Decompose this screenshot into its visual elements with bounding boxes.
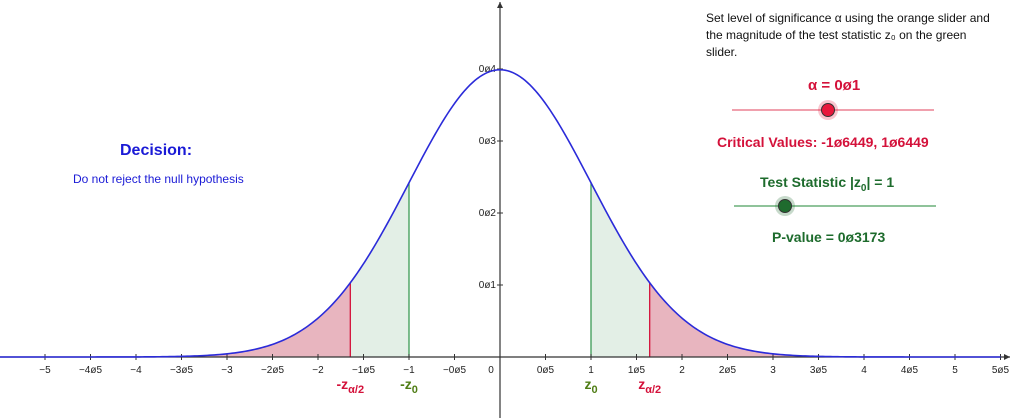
x-tick-label: −1	[403, 365, 415, 376]
x-tick-label: −3ø5	[170, 365, 194, 376]
x-tick-label: 3	[770, 365, 776, 376]
decision-title: Decision:	[120, 142, 193, 159]
x-tick-label: −3	[221, 365, 233, 376]
test-statistic-label-post: | = 1	[866, 174, 895, 190]
x-tick-label: 4ø5	[901, 365, 919, 376]
p-value-region-right	[591, 182, 1001, 357]
x-tick-label: −2	[312, 365, 324, 376]
x-tick-label: 0ø5	[537, 365, 555, 376]
y-tick-label: 0ø4	[479, 64, 497, 75]
x-tick-label: 5ø5	[992, 365, 1010, 376]
x-axis-arrow	[1004, 354, 1010, 360]
x-tick-label: 1ø5	[628, 365, 646, 376]
y-tick-label: 0ø1	[479, 280, 497, 291]
rejection-region-left	[0, 282, 351, 357]
p-value-region-left	[0, 182, 409, 357]
y-tick-label: 0ø2	[479, 208, 497, 219]
y-tick-label: 0ø3	[479, 136, 497, 147]
x-tick-label: −5	[39, 365, 51, 376]
x-tick-label: −0ø5	[443, 365, 467, 376]
x-tick-label: −1ø5	[352, 365, 376, 376]
x-tick-label: 0	[488, 365, 494, 376]
p-value-label: P-value = 0ø3173	[772, 229, 886, 245]
test-statistic-label-sub: 0	[860, 182, 867, 194]
z-alpha-2-label: zα/2	[638, 376, 661, 396]
test-statistic-slider[interactable]	[734, 199, 936, 213]
density-curve	[0, 68, 1001, 358]
x-tick-label: 5	[952, 365, 958, 376]
rejection-regions	[0, 282, 1001, 357]
test-statistic-label-pre: Test Statistic |z	[760, 174, 861, 190]
test-statistic-label: Test Statistic |z0| = 1	[760, 174, 894, 194]
x-tick-label: −4ø5	[79, 365, 103, 376]
y-axis-ticks: 0ø1 0ø2 0ø3 0ø4	[479, 64, 503, 291]
z0-label: z0	[584, 376, 597, 396]
x-tick-label: 1	[588, 365, 594, 376]
rejection-region-right	[649, 282, 1001, 357]
neg-z0-label: -z0	[400, 376, 418, 396]
decision-text: Do not reject the null hypothesis	[73, 172, 244, 186]
x-tick-label: 2ø5	[719, 365, 737, 376]
x-tick-label: 4	[861, 365, 867, 376]
alpha-slider[interactable]	[732, 103, 934, 117]
x-tick-label: −2ø5	[261, 365, 285, 376]
boundary-labels: -zα/2 -z0 z0 zα/2	[337, 376, 662, 396]
x-tick-label: 3ø5	[810, 365, 828, 376]
test-statistic-slider-track[interactable]	[734, 205, 936, 207]
y-axis-arrow	[497, 2, 503, 8]
test-statistic-slider-handle[interactable]	[777, 199, 792, 213]
x-tick-label: −4	[130, 365, 142, 376]
neg-z-alpha-2-label: -zα/2	[337, 376, 365, 396]
p-value-regions	[0, 182, 1001, 357]
alpha-label: α = 0ø1	[808, 77, 861, 94]
instructions-text: Set level of significance α using the or…	[706, 11, 990, 59]
critical-values-label: Critical Values: -1ø6449, 1ø6449	[717, 134, 929, 150]
x-tick-label: 2	[679, 365, 685, 376]
boundary-lines	[349, 182, 651, 357]
alpha-slider-handle[interactable]	[820, 103, 835, 117]
